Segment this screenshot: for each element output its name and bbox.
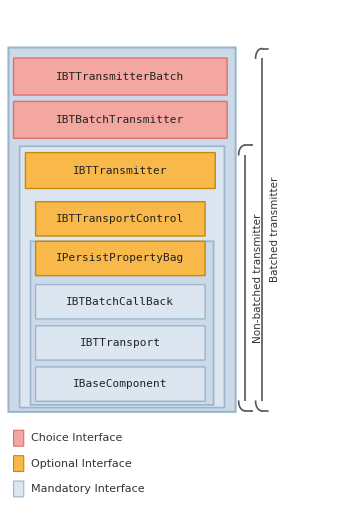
FancyBboxPatch shape xyxy=(25,153,215,188)
FancyBboxPatch shape xyxy=(36,285,205,319)
Text: Optional Interface: Optional Interface xyxy=(31,459,131,468)
Text: IBTBatchTransmitter: IBTBatchTransmitter xyxy=(56,115,184,125)
Text: IBaseComponent: IBaseComponent xyxy=(73,379,167,389)
Text: IBTTransportControl: IBTTransportControl xyxy=(56,214,184,224)
FancyBboxPatch shape xyxy=(20,146,224,408)
FancyBboxPatch shape xyxy=(14,430,24,446)
Text: Non-batched transmitter: Non-batched transmitter xyxy=(253,213,263,343)
Text: IBTTransmitter: IBTTransmitter xyxy=(73,166,167,175)
FancyBboxPatch shape xyxy=(8,48,236,412)
Text: Choice Interface: Choice Interface xyxy=(31,433,122,443)
FancyBboxPatch shape xyxy=(36,241,205,276)
FancyBboxPatch shape xyxy=(14,481,24,497)
FancyBboxPatch shape xyxy=(36,326,205,360)
FancyBboxPatch shape xyxy=(36,202,205,236)
FancyBboxPatch shape xyxy=(14,456,24,472)
Text: Mandatory Interface: Mandatory Interface xyxy=(31,484,144,494)
FancyBboxPatch shape xyxy=(14,101,227,138)
FancyBboxPatch shape xyxy=(36,367,205,401)
Text: IPersistPropertyBag: IPersistPropertyBag xyxy=(56,253,184,263)
FancyBboxPatch shape xyxy=(14,58,227,95)
Text: IBTBatchCallBack: IBTBatchCallBack xyxy=(66,297,174,307)
Text: Batched transmitter: Batched transmitter xyxy=(270,177,280,282)
Text: IBTTransmitterBatch: IBTTransmitterBatch xyxy=(56,72,184,81)
FancyBboxPatch shape xyxy=(31,241,214,405)
Text: IBTTransport: IBTTransport xyxy=(80,338,161,348)
